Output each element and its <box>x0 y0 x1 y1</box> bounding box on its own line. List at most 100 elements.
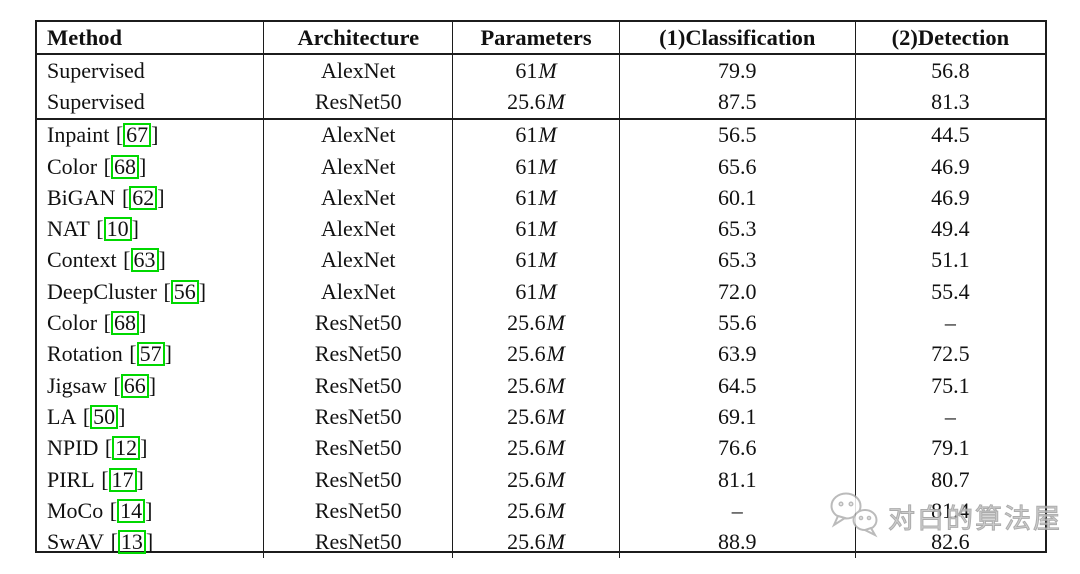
method-cell: NAT [10] <box>37 213 265 245</box>
detection-cell: – <box>944 403 956 429</box>
method-name: Supervised <box>47 88 145 114</box>
parameters-value: 61 <box>515 57 538 83</box>
parameters-value: 61 <box>515 247 538 273</box>
parameters-unit: M <box>546 310 565 336</box>
architecture-cell: AlexNet <box>264 276 454 308</box>
detection-cell: 51.1 <box>931 247 970 273</box>
method-cell: Rotation [57] <box>37 338 265 370</box>
parameters-unit: M <box>538 57 557 83</box>
citation-link[interactable]: 67 <box>123 123 152 148</box>
citation-link[interactable]: 62 <box>129 185 158 210</box>
cite-bracket-open: [ <box>105 529 118 555</box>
parameters-unit: M <box>546 372 565 398</box>
cite-bracket-open: [ <box>77 403 91 429</box>
architecture-cell: AlexNet <box>264 150 454 183</box>
parameters-cell: 61 M <box>453 276 620 308</box>
classification-cell: 63.9 <box>620 338 856 370</box>
parameters-cell: 25.6 M <box>453 432 620 464</box>
table-row: Inpaint [67] AlexNet 61 M 56.5 44.5 <box>37 119 1045 151</box>
parameters-cell: 61 M <box>453 244 620 277</box>
method-cell: LA [50] <box>37 401 265 433</box>
parameters-value: 25.6 <box>507 403 546 429</box>
architecture-cell: AlexNet <box>264 55 454 87</box>
citation-link[interactable]: 17 <box>108 467 137 492</box>
citation-link[interactable]: 14 <box>117 498 146 523</box>
cite-bracket-open: [ <box>98 310 111 336</box>
cite-bracket-open: [ <box>104 497 118 523</box>
table-row: Context [63] AlexNet 61 M 65.3 51.1 <box>37 244 1045 277</box>
table-row: PIRL [17] ResNet50 25.6 M 81.1 80.7 <box>37 463 1045 496</box>
detection-cell: 55.4 <box>931 278 970 304</box>
method-cell: Color [68] <box>37 150 265 183</box>
parameters-value: 61 <box>515 122 538 148</box>
architecture-cell: ResNet50 <box>264 463 454 496</box>
method-cell: MoCo [14] <box>37 495 265 527</box>
citation-link[interactable]: 10 <box>103 217 132 242</box>
method-cell: Supervised <box>37 86 265 118</box>
method-name: Color <box>47 153 98 179</box>
cite-bracket-close: ] <box>145 497 153 523</box>
citation-link[interactable]: 56 <box>170 279 199 304</box>
citation-link[interactable]: 50 <box>90 404 119 429</box>
parameters-cell: 61 M <box>453 150 620 183</box>
table-row: Color [68] ResNet50 25.6 M 55.6– <box>37 307 1045 339</box>
cite-bracket-open: [ <box>99 435 113 461</box>
parameters-value: 61 <box>515 153 538 179</box>
cite-bracket-close: ] <box>198 278 207 304</box>
citation-link[interactable]: 68 <box>110 154 139 179</box>
parameters-value: 25.6 <box>507 310 546 336</box>
parameters-unit: M <box>546 435 565 461</box>
classification-cell: 87.5 <box>620 86 856 118</box>
citation-link[interactable]: 12 <box>112 436 141 461</box>
architecture-cell: AlexNet <box>264 119 454 151</box>
architecture-cell: ResNet50 <box>264 369 454 402</box>
classification-cell: – <box>620 495 856 527</box>
header-cell-classification: (1)Classification <box>620 22 856 53</box>
architecture-cell: AlexNet <box>264 182 454 214</box>
detection-cell: 46.9 <box>931 184 970 210</box>
method-name: PIRL <box>47 466 95 492</box>
parameters-cell: 25.6 M <box>453 86 620 118</box>
citation-link[interactable]: 13 <box>117 530 146 555</box>
parameters-unit: M <box>538 153 557 179</box>
citation-link[interactable]: 68 <box>110 311 139 336</box>
architecture-cell: ResNet50 <box>264 307 454 339</box>
classification-cell: 76.6 <box>620 432 856 464</box>
parameters-value: 61 <box>515 216 538 242</box>
citation-link[interactable]: 63 <box>130 248 159 273</box>
citation-link[interactable]: 66 <box>120 373 149 398</box>
detection-cell: 81.3 <box>931 88 970 114</box>
table-row: Jigsaw [66] ResNet50 25.6 M 64.5 75.1 <box>37 369 1045 402</box>
table-body: Supervised AlexNet 61 M 79.9 56.8 Supervised Re… <box>37 55 1045 558</box>
parameters-unit: M <box>538 247 557 273</box>
cite-bracket-close: ] <box>138 310 147 336</box>
method-cell: PIRL [17] <box>37 463 265 496</box>
method-name: BiGAN <box>47 184 116 210</box>
detection-cell: 72.5 <box>931 341 970 367</box>
parameters-value: 25.6 <box>507 88 546 114</box>
parameters-value: 25.6 <box>507 497 546 523</box>
detection-cell: 44.5 <box>931 122 970 148</box>
method-cell: Context [63] <box>37 244 265 277</box>
architecture-cell: AlexNet <box>264 244 454 277</box>
method-name: Jigsaw <box>47 372 107 398</box>
cite-bracket-close: ] <box>158 247 166 273</box>
citation-link[interactable]: 57 <box>136 342 165 367</box>
method-name: Context <box>47 247 117 273</box>
parameters-value: 25.6 <box>507 435 546 461</box>
parameters-cell: 25.6 M <box>453 463 620 496</box>
header-cell-parameters: Parameters <box>453 22 620 53</box>
parameters-value: 25.6 <box>507 341 546 367</box>
table-row: NAT [10] AlexNet 61 M 65.3 49.4 <box>37 213 1045 245</box>
parameters-cell: 25.6 M <box>453 338 620 370</box>
parameters-unit: M <box>538 184 557 210</box>
method-cell: DeepCluster [56] <box>37 276 265 308</box>
detection-cell: 81.4 <box>931 497 970 523</box>
table-row: Color [68] AlexNet 61 M 65.6 46.9 <box>37 150 1045 183</box>
cite-bracket-open: [ <box>98 153 111 179</box>
architecture-cell: ResNet50 <box>264 526 454 558</box>
cite-bracket-close: ] <box>131 216 139 242</box>
parameters-cell: 25.6 M <box>453 369 620 402</box>
table-row: SwAV [13] ResNet50 25.6 M 88.9 82.6 <box>37 526 1045 558</box>
detection-cell: 75.1 <box>931 372 970 398</box>
